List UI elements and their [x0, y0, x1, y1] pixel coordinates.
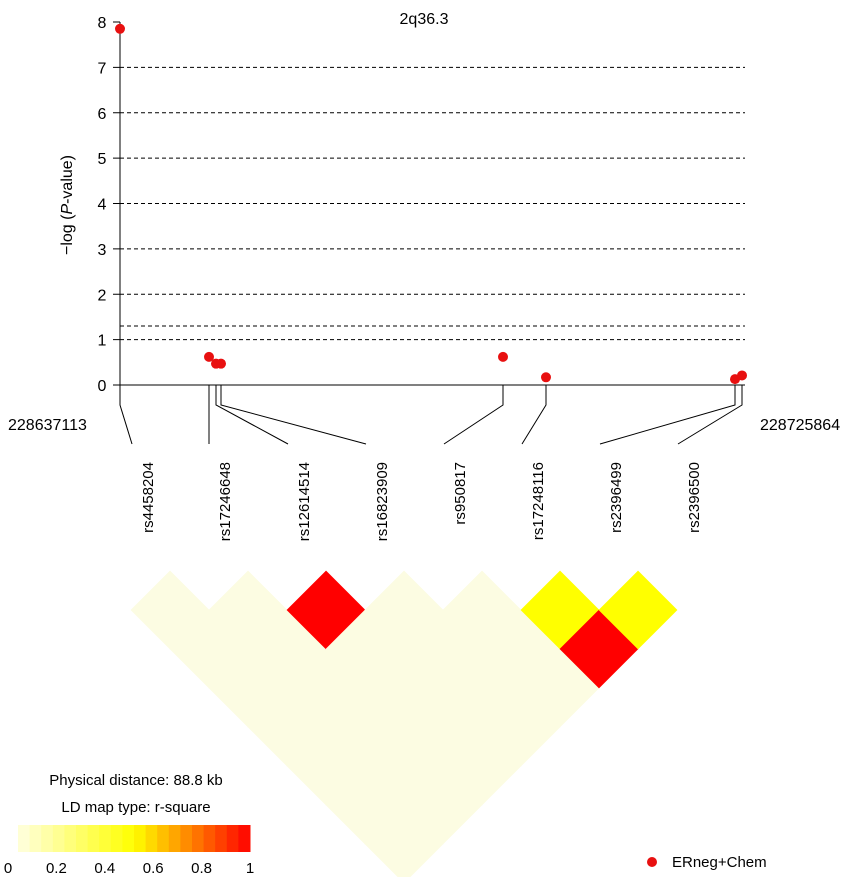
color-scale-tick-label: 0.2: [46, 860, 67, 877]
snp-connector: [119, 385, 133, 445]
snp-connector: [220, 385, 367, 445]
ld-cell: [598, 570, 678, 650]
snp-label: rs2396500: [686, 462, 703, 533]
physical-distance-label: Physical distance: 88.8 kb: [49, 772, 222, 789]
snp-label: rs950817: [452, 462, 469, 525]
color-scale-tick-label: 0: [4, 860, 12, 877]
snp-connector: [521, 385, 547, 445]
legend: ERneg+Chem: [647, 854, 767, 871]
color-scale-step: [238, 825, 251, 852]
snp-labels: rs4458204 rs17246648 rs12614514 rs16823909 r…: [140, 462, 703, 541]
y-tick-label: 2: [98, 287, 107, 304]
snp-label: rs16823909: [374, 462, 391, 541]
y-tick-label: 8: [98, 15, 107, 32]
range-end-label: 228725864: [760, 417, 840, 434]
y-axis-label-suffix: -value): [59, 155, 76, 204]
color-scale-step: [145, 825, 158, 852]
data-points: [115, 23, 747, 385]
color-scale-step: [18, 825, 31, 852]
color-scale-tick-label: 0.8: [191, 860, 212, 877]
y-tick-label: 6: [98, 106, 107, 123]
chart-title: 2q36.3: [400, 11, 449, 28]
color-scale-step: [76, 825, 89, 852]
snp-label: rs17246648: [217, 462, 234, 541]
color-scale-step: [215, 825, 228, 852]
data-point: [498, 351, 508, 362]
data-point: [216, 358, 226, 369]
legend-marker: [647, 857, 657, 867]
y-tick-label: 5: [98, 151, 107, 168]
snp-connector: [599, 385, 736, 445]
y-axis-label: −log (P-value): [59, 155, 76, 255]
y-tick-label: 3: [98, 242, 107, 259]
snp-connector: [443, 385, 504, 445]
snp-label: rs12614514: [296, 462, 313, 541]
grid-lines: [120, 66, 745, 341]
snp-label: rs17248116: [530, 462, 547, 540]
color-scale-step: [64, 825, 77, 852]
ld-map-type-label: LD map type: r-square: [61, 799, 210, 816]
snp-position-connectors: [119, 385, 743, 445]
data-point: [204, 351, 214, 362]
legend-label: ERneg+Chem: [672, 854, 767, 871]
color-scale-step: [180, 825, 193, 852]
color-scale-step: [203, 825, 216, 852]
color-scale-step: [29, 825, 42, 852]
color-scale-step: [157, 825, 170, 852]
y-tick-label: 7: [98, 60, 107, 77]
snp-label: rs2396499: [608, 462, 625, 533]
color-scale-step: [87, 825, 100, 852]
color-scale-step: [226, 825, 239, 852]
y-tick-label: 4: [98, 197, 107, 214]
color-scale-tick-label: 1: [246, 860, 254, 877]
y-tick-label: 0: [98, 378, 107, 395]
snp-connector: [677, 385, 743, 445]
snp-connector: [215, 385, 289, 445]
y-axis-label-prefix: −log (: [59, 214, 76, 255]
y-tick-label: 1: [98, 333, 107, 350]
color-scale-step: [134, 825, 147, 852]
ld-heatmap: [130, 570, 678, 877]
color-scale-step: [122, 825, 135, 852]
color-scale-step: [110, 825, 123, 852]
ld-color-scale: 0 0.2 0.4 0.6 0.8 1: [4, 825, 254, 877]
range-start-label: 228637113: [8, 417, 87, 434]
color-scale-step: [99, 825, 112, 852]
color-scale-step: [41, 825, 54, 852]
color-scale-step: [52, 825, 65, 852]
color-scale-step: [168, 825, 181, 852]
snp-label: rs4458204: [140, 462, 157, 533]
y-axis: 0 1 2 3 4 5 6 7 8: [98, 15, 745, 395]
data-point: [737, 370, 747, 381]
data-point: [115, 23, 125, 34]
color-scale-tick-label: 0.4: [94, 860, 115, 877]
color-scale-tick-label: 0.6: [143, 860, 164, 877]
color-scale-step: [192, 825, 205, 852]
data-point: [541, 372, 551, 383]
y-axis-label-italic: P: [59, 204, 76, 215]
